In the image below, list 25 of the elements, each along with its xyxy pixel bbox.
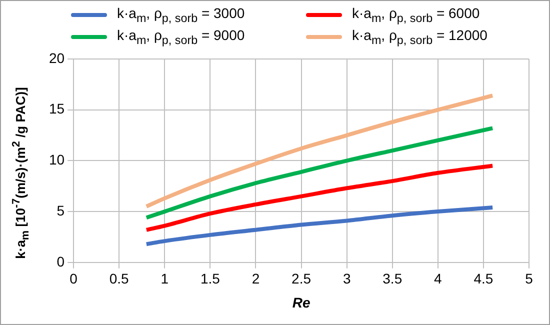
x-tick-label: 2.5	[292, 270, 312, 287]
x-tick-label: 5	[525, 270, 534, 287]
y-tick-label: 0	[56, 253, 65, 270]
y-tick-label: 15	[48, 100, 65, 117]
x-tick-label: 0.5	[109, 270, 130, 287]
x-tick-label: 0	[70, 270, 78, 287]
x-tick-label: 1	[160, 270, 169, 287]
line-series	[144, 94, 495, 208]
y-tick-label: 10	[48, 152, 65, 168]
x-axis-title: Re	[292, 294, 310, 310]
y-tick-label: 5	[56, 202, 65, 218]
legend-label: k·a$_{m}$, ρ$_{p, sorb}$ = 3000	[117, 5, 245, 25]
line-series	[144, 205, 495, 246]
x-tick-label: 3.5	[382, 270, 402, 287]
x-tick-label: 4.5	[474, 270, 494, 287]
legend-label: k·a$_{m}$, ρ$_{p, sorb}$ = 6000	[352, 5, 480, 25]
line-series	[144, 126, 495, 220]
y-tick-label: 20	[48, 50, 65, 66]
x-tick-label: 1.5	[200, 270, 220, 287]
x-tick-label: 4	[434, 270, 442, 287]
legend-label: k·a$_{m}$, ρ$_{p, sorb}$ = 9000	[117, 26, 245, 47]
x-tick-label: 3	[342, 270, 351, 287]
line-series	[144, 164, 495, 232]
x-tick-label: 2	[252, 270, 260, 287]
legend-label: k·a$_{m}$, ρ$_{p, sorb}$ = 12000	[352, 26, 488, 47]
